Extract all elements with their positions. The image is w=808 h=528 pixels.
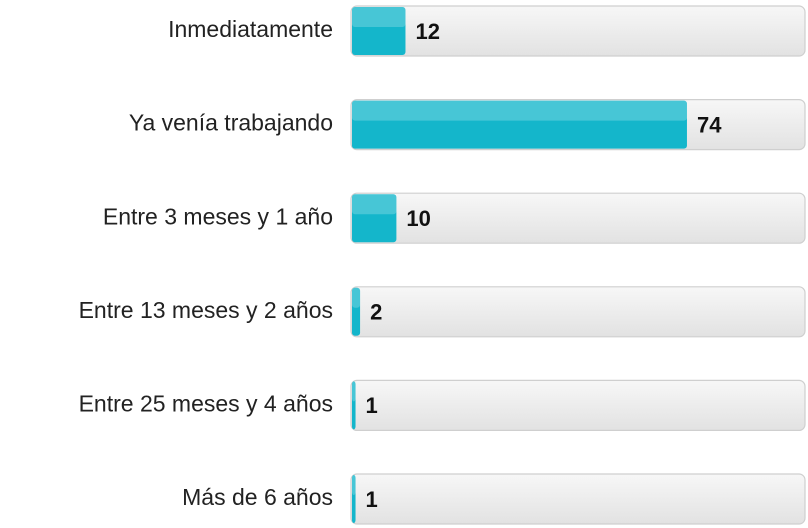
bar-highlight (352, 475, 356, 495)
bar-highlight (352, 287, 361, 308)
bar (352, 475, 356, 523)
value-label: 10 (406, 206, 430, 231)
category-label: Entre 13 meses y 2 años (79, 297, 333, 323)
category-label: Entre 25 meses y 4 años (79, 390, 333, 416)
value-label: 1 (366, 487, 378, 512)
bar-highlight (352, 7, 406, 27)
bar-highlight (352, 381, 356, 402)
value-label: 12 (415, 19, 439, 44)
category-label: Inmediatamente (168, 16, 333, 42)
bar-track (350, 473, 806, 525)
category-label: Más de 6 años (182, 484, 333, 510)
bar (352, 100, 687, 149)
bar-highlight (352, 100, 687, 121)
bar (352, 287, 361, 336)
category-label: Ya venía trabajando (129, 110, 333, 136)
bar-track (350, 192, 806, 244)
bar (352, 7, 406, 55)
category-label: Entre 3 meses y 1 año (103, 203, 333, 229)
bar-track (350, 5, 806, 57)
bar (352, 381, 356, 430)
bar (352, 194, 397, 243)
bar-track (350, 286, 806, 338)
value-label: 1 (366, 393, 378, 418)
bar-track (350, 379, 806, 431)
value-label: 74 (697, 112, 722, 137)
bar-highlight (352, 194, 397, 215)
value-label: 2 (370, 300, 382, 325)
